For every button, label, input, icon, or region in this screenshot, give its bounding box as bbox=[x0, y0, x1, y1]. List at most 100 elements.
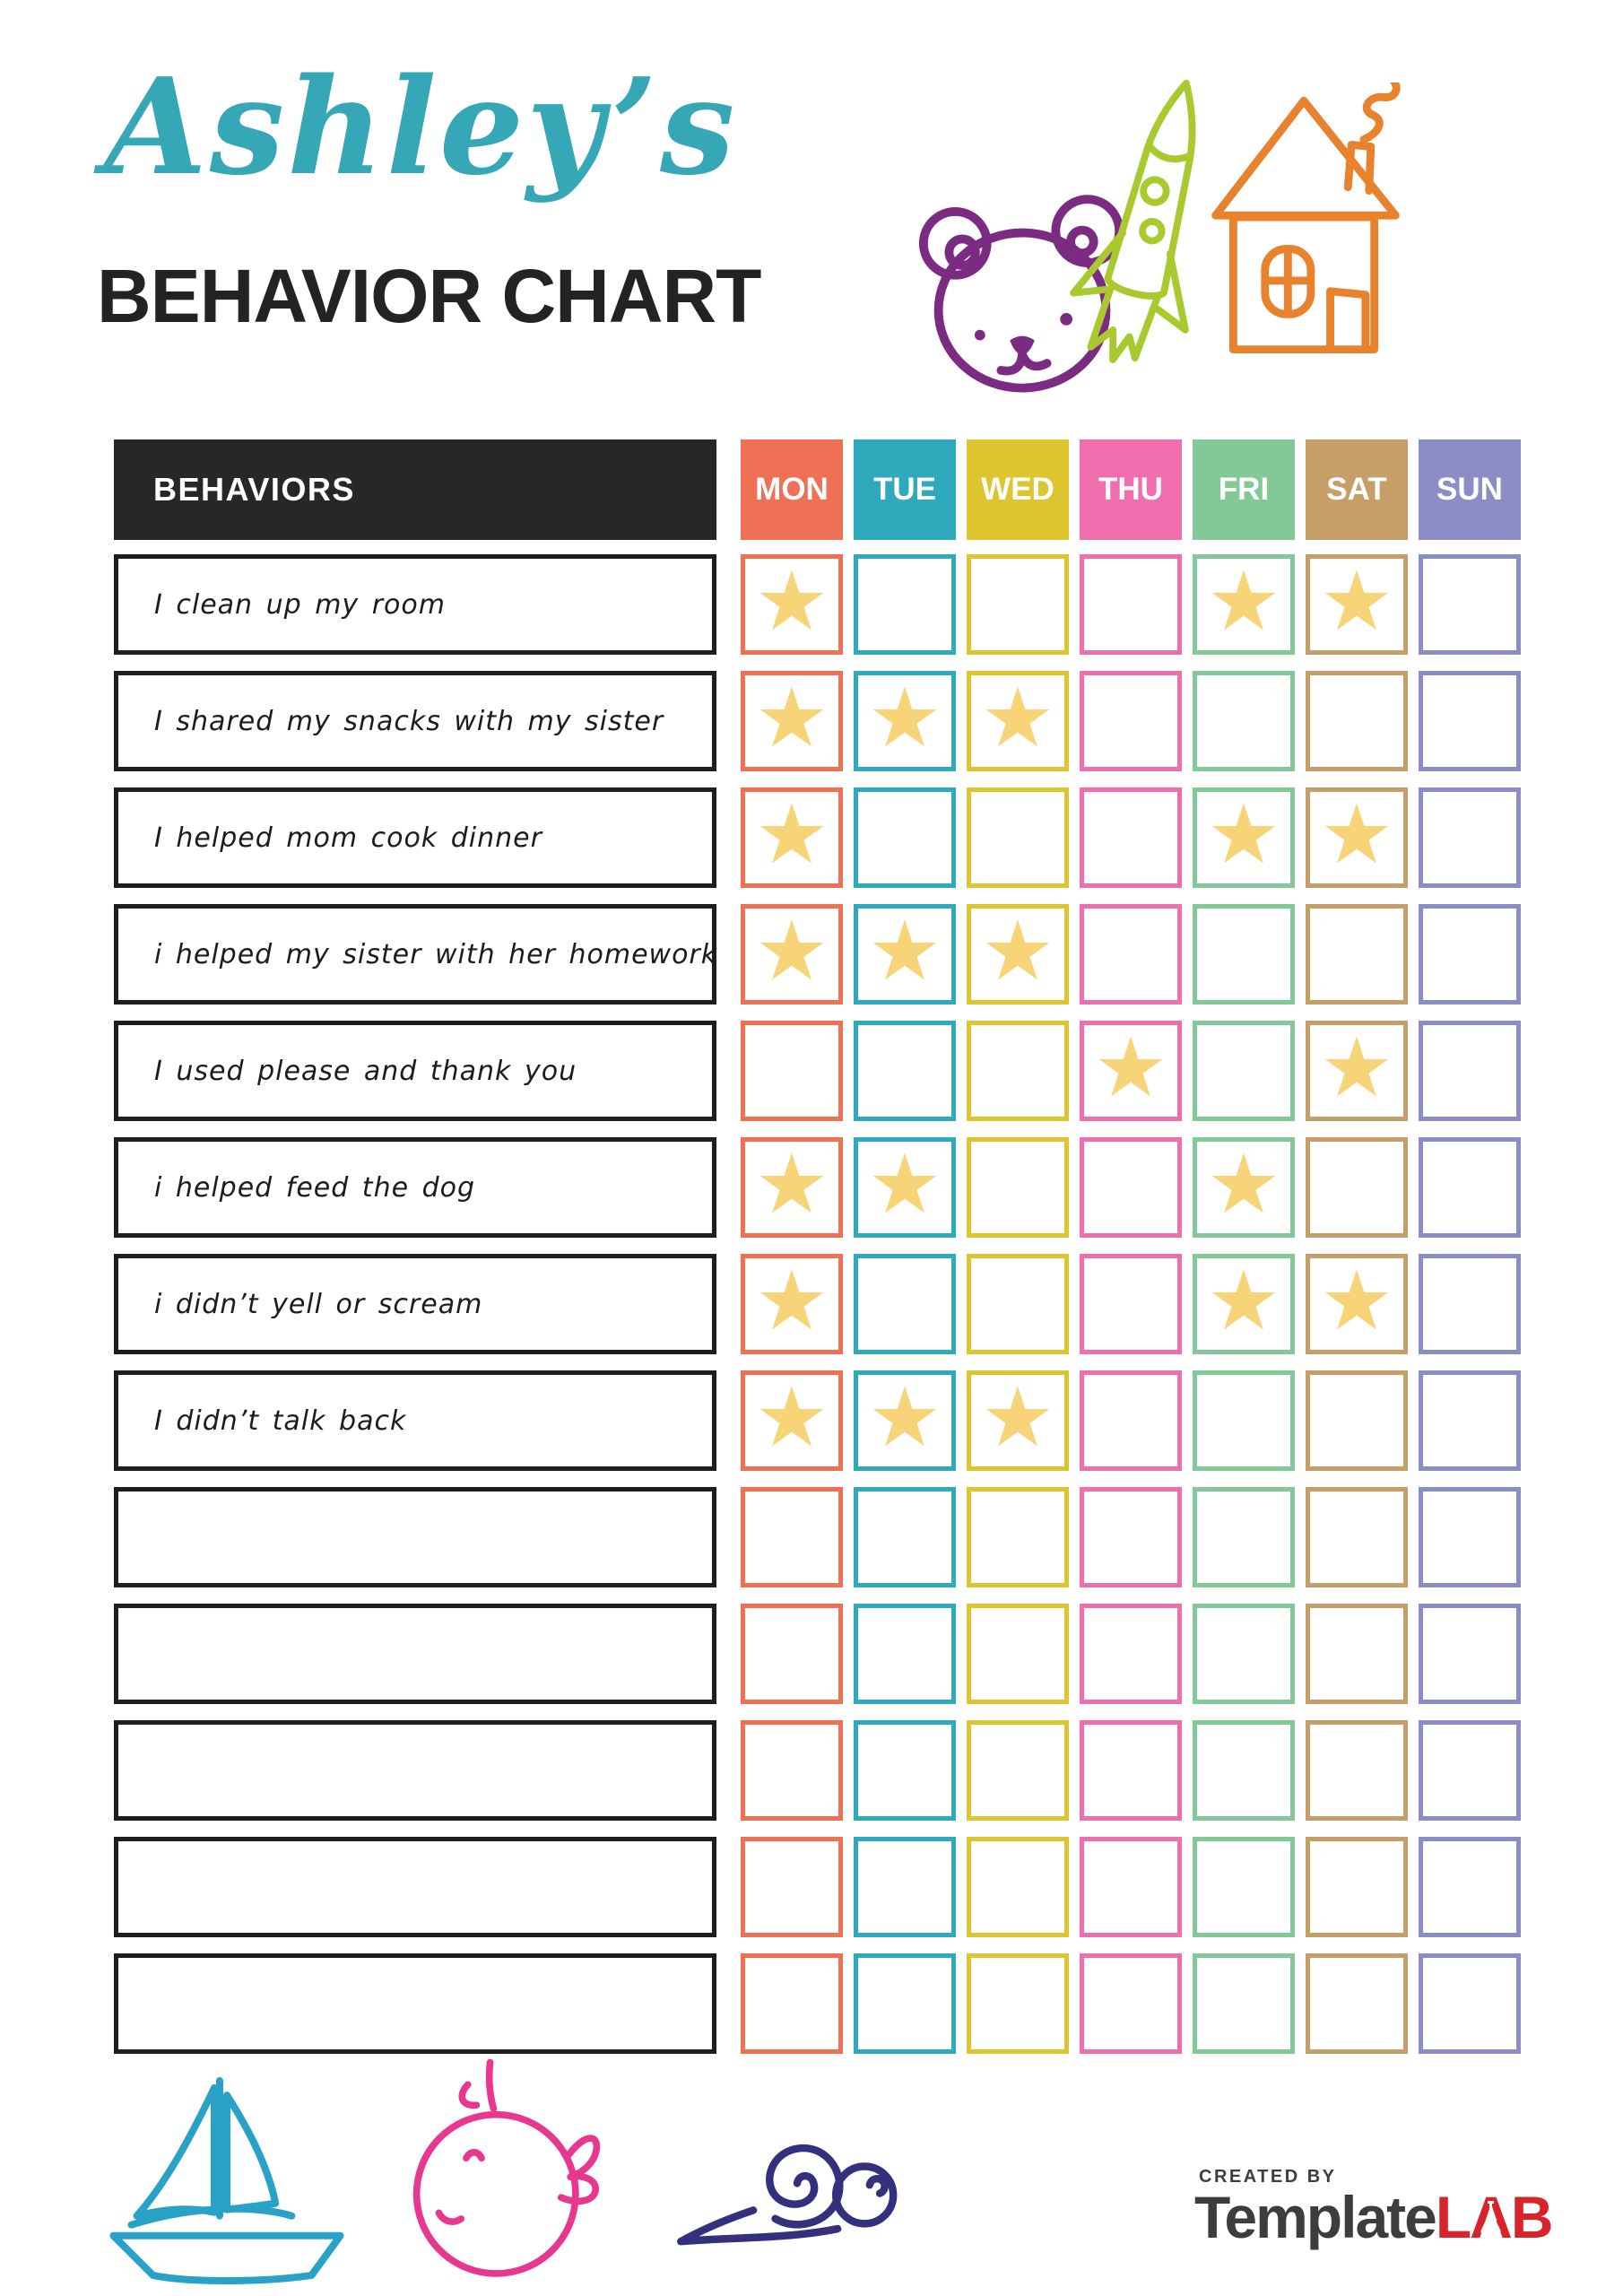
star-cell-sun[interactable] bbox=[1419, 554, 1521, 655]
star-cell-sun[interactable] bbox=[1419, 1487, 1521, 1587]
star-cell-tue[interactable] bbox=[854, 787, 956, 888]
star-cell-sat[interactable] bbox=[1306, 1837, 1408, 1937]
star-cell-fri[interactable] bbox=[1193, 1953, 1295, 2054]
star-cell-sat[interactable] bbox=[1306, 671, 1408, 771]
star-cell-thu[interactable] bbox=[1080, 1137, 1182, 1238]
star-cell-mon[interactable] bbox=[741, 1720, 843, 1821]
behavior-label-box[interactable]: I helped mom cook dinner bbox=[114, 787, 716, 888]
star-cell-wed[interactable] bbox=[967, 787, 1069, 888]
star-cell-tue[interactable] bbox=[854, 554, 956, 655]
star-cell-tue[interactable] bbox=[854, 1021, 956, 1121]
star-cell-fri[interactable] bbox=[1193, 904, 1295, 1004]
star-cell-tue[interactable] bbox=[854, 1953, 956, 2054]
star-cell-fri[interactable] bbox=[1193, 1604, 1295, 1704]
star-cell-tue[interactable] bbox=[854, 1604, 956, 1704]
star-cell-sat[interactable] bbox=[1306, 1720, 1408, 1821]
star-cell-wed[interactable] bbox=[967, 1137, 1069, 1238]
behavior-label-box[interactable]: i helped my sister with her homework bbox=[114, 904, 716, 1004]
star-cell-tue[interactable] bbox=[854, 1254, 956, 1354]
behavior-label-box[interactable]: I clean up my room bbox=[114, 554, 716, 655]
star-cell-fri[interactable] bbox=[1193, 1021, 1295, 1121]
star-cell-sat[interactable] bbox=[1306, 1487, 1408, 1587]
star-cell-fri[interactable]: ★ bbox=[1193, 554, 1295, 655]
star-cell-sun[interactable] bbox=[1419, 1604, 1521, 1704]
star-cell-tue[interactable] bbox=[854, 1720, 956, 1821]
star-cell-thu[interactable] bbox=[1080, 1720, 1182, 1821]
star-cell-wed[interactable]: ★ bbox=[967, 904, 1069, 1004]
star-cell-mon[interactable]: ★ bbox=[741, 1137, 843, 1238]
star-cell-sat[interactable]: ★ bbox=[1306, 787, 1408, 888]
star-cell-sat[interactable]: ★ bbox=[1306, 1254, 1408, 1354]
behavior-label-box[interactable]: I shared my snacks with my sister bbox=[114, 671, 716, 771]
star-cell-sun[interactable] bbox=[1419, 787, 1521, 888]
star-cell-sun[interactable] bbox=[1419, 1720, 1521, 1821]
star-cell-thu[interactable] bbox=[1080, 787, 1182, 888]
behavior-label-box[interactable] bbox=[114, 1837, 716, 1937]
behavior-label-box[interactable]: i didn’t yell or scream bbox=[114, 1254, 716, 1354]
star-cell-mon[interactable]: ★ bbox=[741, 1370, 843, 1471]
star-cell-wed[interactable] bbox=[967, 1953, 1069, 2054]
star-cell-thu[interactable] bbox=[1080, 1837, 1182, 1937]
star-cell-wed[interactable] bbox=[967, 1837, 1069, 1937]
star-cell-sat[interactable] bbox=[1306, 1137, 1408, 1238]
star-cell-sun[interactable] bbox=[1419, 1137, 1521, 1238]
star-cell-mon[interactable]: ★ bbox=[741, 671, 843, 771]
star-cell-fri[interactable]: ★ bbox=[1193, 787, 1295, 888]
star-cell-sat[interactable] bbox=[1306, 1953, 1408, 2054]
star-cell-wed[interactable]: ★ bbox=[967, 1370, 1069, 1471]
star-cell-fri[interactable]: ★ bbox=[1193, 1254, 1295, 1354]
star-cell-sun[interactable] bbox=[1419, 1370, 1521, 1471]
star-cell-sun[interactable] bbox=[1419, 1254, 1521, 1354]
star-cell-thu[interactable] bbox=[1080, 1370, 1182, 1471]
star-cell-sat[interactable]: ★ bbox=[1306, 1021, 1408, 1121]
star-cell-sat[interactable]: ★ bbox=[1306, 554, 1408, 655]
star-cell-wed[interactable] bbox=[967, 1254, 1069, 1354]
behavior-label-box[interactable]: i helped feed the dog bbox=[114, 1137, 716, 1238]
star-cell-mon[interactable] bbox=[741, 1021, 843, 1121]
star-cell-thu[interactable] bbox=[1080, 1604, 1182, 1704]
star-cell-mon[interactable]: ★ bbox=[741, 904, 843, 1004]
star-cell-sun[interactable] bbox=[1419, 1021, 1521, 1121]
star-cell-thu[interactable] bbox=[1080, 554, 1182, 655]
star-cell-fri[interactable]: ★ bbox=[1193, 1137, 1295, 1238]
star-cell-tue[interactable]: ★ bbox=[854, 671, 956, 771]
star-cell-fri[interactable] bbox=[1193, 1720, 1295, 1821]
star-cell-tue[interactable]: ★ bbox=[854, 1137, 956, 1238]
star-cell-tue[interactable]: ★ bbox=[854, 1370, 956, 1471]
star-cell-sun[interactable] bbox=[1419, 671, 1521, 771]
star-cell-tue[interactable] bbox=[854, 1837, 956, 1937]
star-cell-sat[interactable] bbox=[1306, 1370, 1408, 1471]
star-cell-mon[interactable] bbox=[741, 1953, 843, 2054]
star-cell-thu[interactable] bbox=[1080, 1254, 1182, 1354]
behavior-label-box[interactable] bbox=[114, 1604, 716, 1704]
behavior-label-box[interactable] bbox=[114, 1720, 716, 1821]
star-cell-tue[interactable]: ★ bbox=[854, 904, 956, 1004]
star-cell-sun[interactable] bbox=[1419, 904, 1521, 1004]
star-cell-thu[interactable] bbox=[1080, 671, 1182, 771]
star-cell-sun[interactable] bbox=[1419, 1837, 1521, 1937]
star-cell-wed[interactable]: ★ bbox=[967, 671, 1069, 771]
star-cell-wed[interactable] bbox=[967, 1487, 1069, 1587]
star-cell-mon[interactable] bbox=[741, 1837, 843, 1937]
star-cell-sat[interactable] bbox=[1306, 904, 1408, 1004]
behavior-label-box[interactable] bbox=[114, 1487, 716, 1587]
behavior-label-box[interactable] bbox=[114, 1953, 716, 2054]
star-cell-mon[interactable] bbox=[741, 1604, 843, 1704]
behavior-label-box[interactable]: I didn’t talk back bbox=[114, 1370, 716, 1471]
star-cell-wed[interactable] bbox=[967, 1021, 1069, 1121]
behavior-label-box[interactable]: I used please and thank you bbox=[114, 1021, 716, 1121]
star-cell-wed[interactable] bbox=[967, 554, 1069, 655]
star-cell-thu[interactable] bbox=[1080, 1487, 1182, 1587]
star-cell-wed[interactable] bbox=[967, 1604, 1069, 1704]
star-cell-fri[interactable] bbox=[1193, 1487, 1295, 1587]
star-cell-mon[interactable]: ★ bbox=[741, 554, 843, 655]
star-cell-fri[interactable] bbox=[1193, 671, 1295, 771]
star-cell-mon[interactable]: ★ bbox=[741, 1254, 843, 1354]
star-cell-sat[interactable] bbox=[1306, 1604, 1408, 1704]
star-cell-fri[interactable] bbox=[1193, 1837, 1295, 1937]
star-cell-thu[interactable]: ★ bbox=[1080, 1021, 1182, 1121]
star-cell-wed[interactable] bbox=[967, 1720, 1069, 1821]
star-cell-tue[interactable] bbox=[854, 1487, 956, 1587]
star-cell-mon[interactable] bbox=[741, 1487, 843, 1587]
star-cell-fri[interactable] bbox=[1193, 1370, 1295, 1471]
